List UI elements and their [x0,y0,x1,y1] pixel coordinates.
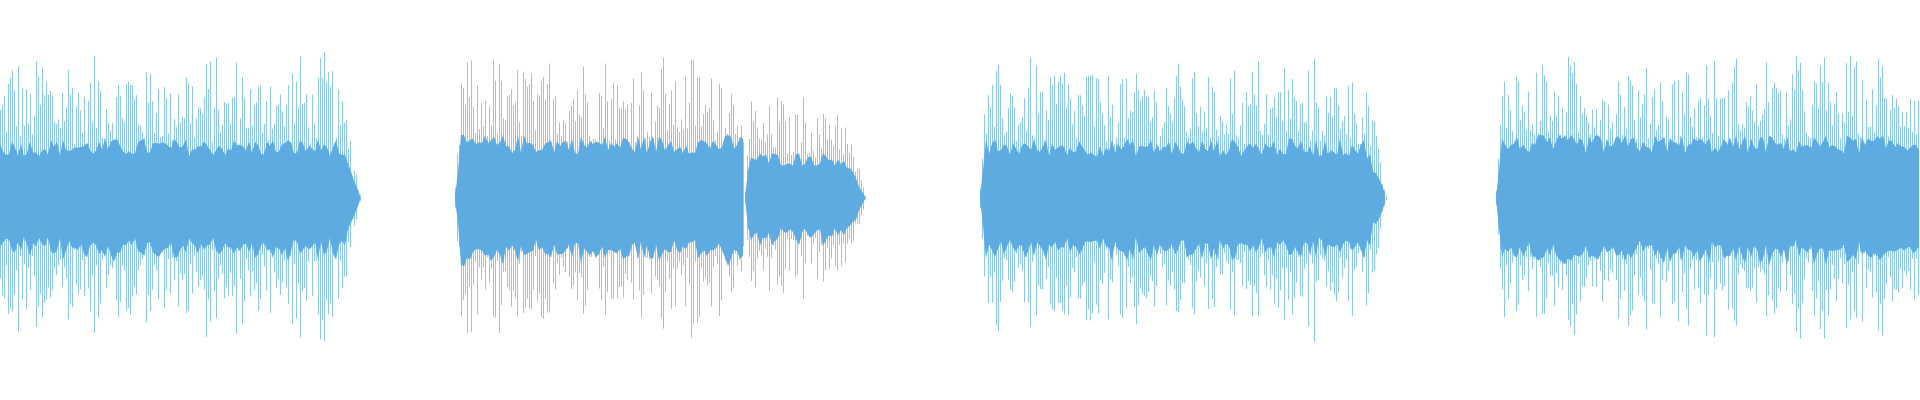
wave-core [0,138,360,262]
wave-core [745,152,865,247]
wave-core [1496,134,1919,267]
wave-core [455,134,743,267]
wave-core [980,138,1385,262]
